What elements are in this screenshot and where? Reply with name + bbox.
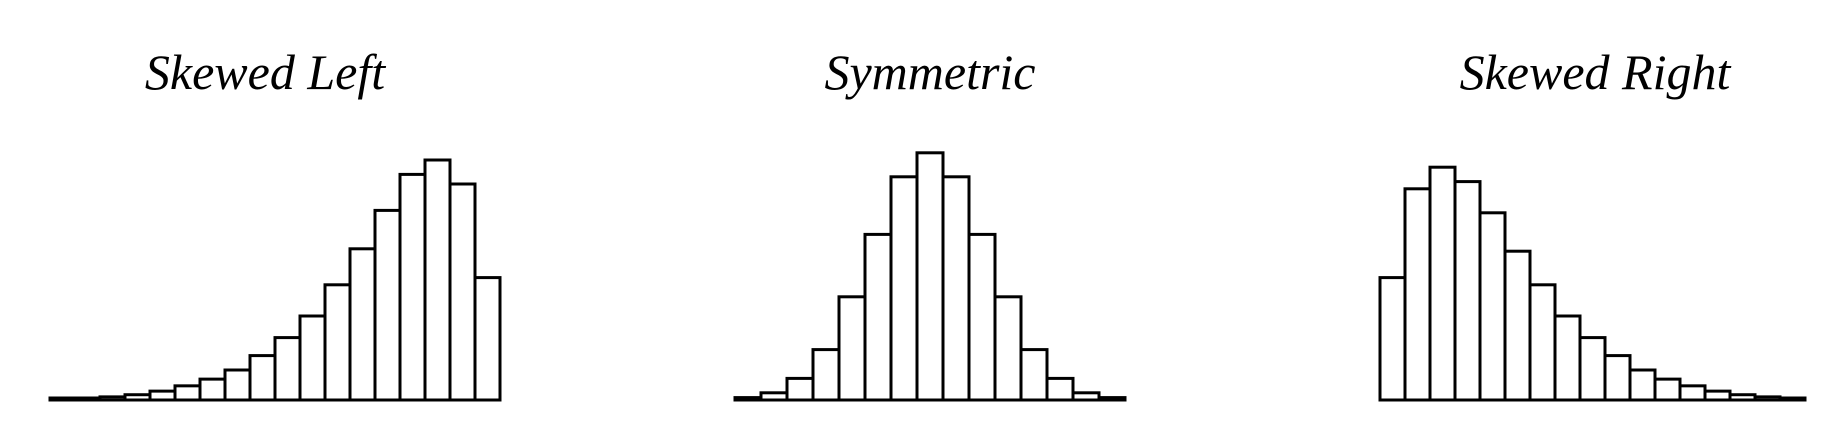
chart-skewed-left: Skewed Left — [48, 0, 502, 425]
chart-title: Symmetric — [824, 44, 1036, 100]
histogram-bar — [837, 295, 867, 402]
histogram-bar — [941, 175, 971, 402]
histogram-bar — [1528, 283, 1557, 402]
histogram-bar — [1045, 376, 1075, 402]
histogram-bar — [1453, 180, 1482, 402]
histogram-bar — [398, 172, 427, 402]
chart-title: Skewed Right — [1459, 44, 1731, 100]
histogram-bar — [967, 232, 997, 402]
histogram — [1378, 165, 1807, 402]
histogram-bar — [473, 276, 502, 402]
histogram-bar — [1603, 354, 1632, 402]
histogram-bar — [785, 376, 815, 402]
histogram-bar — [448, 182, 477, 402]
histogram-bar — [198, 377, 227, 402]
histogram-bar — [1019, 348, 1049, 402]
histogram — [733, 151, 1127, 402]
histogram-bar — [993, 295, 1023, 402]
histogram-bar — [173, 384, 202, 402]
chart-symmetric: Symmetric — [733, 0, 1127, 425]
histogram-bar — [1403, 187, 1432, 402]
histogram-bar — [423, 158, 452, 402]
histogram-bar — [323, 283, 352, 402]
histogram — [48, 158, 502, 402]
chart-skewed-right: Skewed Right — [1378, 0, 1810, 425]
histogram-bar — [223, 368, 252, 402]
histogram-bar — [863, 232, 893, 402]
histogram-bar — [1678, 384, 1707, 402]
histogram-bar — [1478, 211, 1507, 402]
histogram-bar — [915, 151, 945, 402]
histogram-bar — [1553, 314, 1582, 402]
histogram-bar — [889, 175, 919, 402]
histogram-bar — [248, 354, 277, 402]
histogram-bar — [348, 247, 377, 402]
histogram-bar — [373, 208, 402, 402]
chart-title: Skewed Left — [144, 44, 386, 100]
histogram-bar — [1578, 336, 1607, 402]
histogram-bar — [1628, 368, 1657, 402]
histogram-bar — [1653, 377, 1682, 402]
histogram-bar — [1503, 249, 1532, 402]
histogram-bar — [811, 348, 841, 402]
histogram-bar — [1428, 165, 1457, 402]
histogram-bar — [298, 314, 327, 402]
histogram-bar — [273, 336, 302, 402]
histogram-bar — [1378, 276, 1407, 402]
